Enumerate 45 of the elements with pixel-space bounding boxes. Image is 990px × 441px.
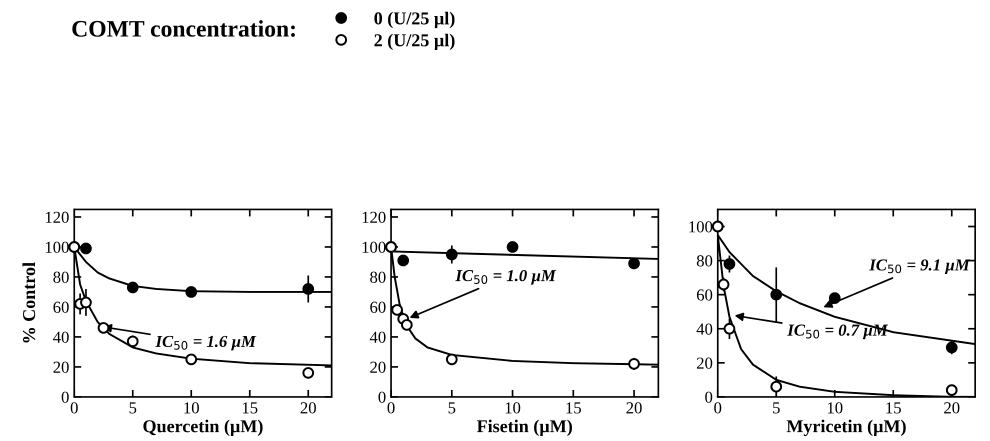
- x-tick-label: 10: [828, 402, 842, 414]
- y-tick-label: 40: [370, 332, 386, 343]
- legend-label: 0 (U/25 µl): [374, 12, 455, 28]
- x-axis-title: Fisetin (µM): [476, 420, 572, 436]
- x-tick-label: 5: [448, 402, 456, 414]
- x-tick-label: 10: [184, 402, 199, 414]
- annotation: IC$_{50}$ = 9.1 µM: [869, 259, 970, 274]
- x-tick-label: 0: [70, 402, 78, 414]
- y-tick-label: 80: [53, 272, 69, 283]
- y-tick-label: 100: [46, 242, 69, 253]
- y-tick-label: 20: [53, 362, 69, 373]
- x-tick-label: 10: [506, 402, 520, 414]
- y-tick-label: 40: [53, 332, 69, 343]
- y-tick-label: 0: [705, 392, 712, 403]
- legend-label: 2 (U/25 µl): [374, 34, 455, 50]
- x-tick-label: 5: [773, 402, 780, 414]
- y-tick-label: 60: [53, 302, 69, 313]
- y-tick-label: 120: [362, 212, 386, 223]
- y-tick-label: 100: [689, 221, 712, 232]
- legend-title: COMT concentration:: [72, 20, 295, 37]
- y-tick-label: 120: [46, 212, 69, 223]
- x-axis-title: Quercetin (µM): [143, 420, 263, 436]
- x-tick-label: 20: [300, 402, 316, 414]
- y-tick-label: 20: [370, 362, 386, 373]
- x-tick-label: 15: [242, 402, 258, 414]
- x-axis-title: Myricetin (µM): [786, 420, 906, 436]
- x-tick-label: 15: [566, 402, 581, 414]
- y-tick-label: 100: [362, 242, 386, 253]
- annotation: IC$_{50}$ = 1.6 µM: [155, 336, 256, 350]
- y-tick-label: 40: [696, 323, 712, 335]
- y-tick-label: 20: [696, 358, 712, 369]
- y-tick-label: 80: [696, 255, 712, 267]
- x-tick-label: 0: [714, 402, 722, 414]
- x-tick-label: 0: [388, 402, 395, 414]
- y-tick-label: 80: [370, 272, 386, 283]
- x-tick-label: 15: [886, 402, 901, 414]
- annotation: IC$_{50}$ = 1.0 µM: [455, 270, 556, 285]
- y-tick-label: 60: [696, 289, 712, 301]
- y-tick-label: 0: [62, 392, 69, 403]
- x-tick-label: 20: [944, 402, 960, 414]
- x-tick-label: 5: [130, 402, 136, 414]
- y-tick-label: 60: [370, 302, 386, 313]
- x-tick-label: 20: [626, 402, 642, 414]
- y-axis-title: % Control: [22, 262, 36, 343]
- y-tick-label: 0: [378, 392, 386, 403]
